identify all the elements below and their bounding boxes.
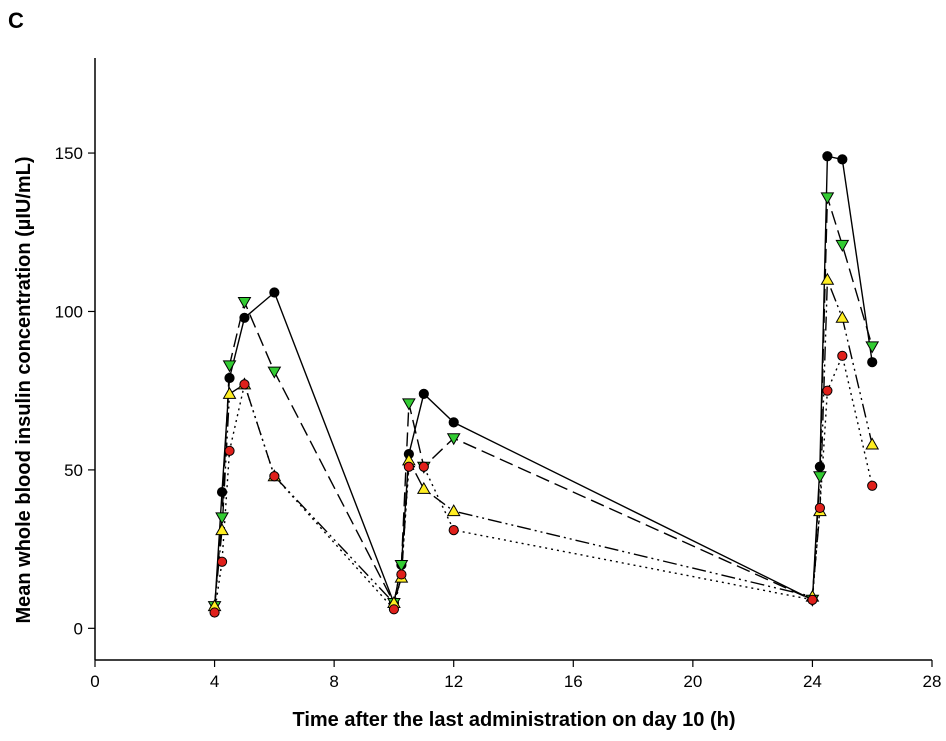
data-point-series-4 (867, 480, 878, 491)
data-point-series-4 (807, 594, 818, 605)
data-point-series-2 (813, 471, 827, 484)
data-point-series-1 (448, 417, 459, 428)
series-lines (213, 155, 873, 613)
data-point-series-3 (416, 481, 431, 494)
data-point-series-1 (867, 357, 878, 368)
data-point-series-1 (269, 287, 280, 298)
x-tick-label: 20 (683, 672, 702, 691)
data-point-series-4 (822, 385, 833, 396)
data-point-series-3 (835, 310, 850, 323)
series-line-3 (213, 279, 873, 607)
data-point-series-1 (224, 372, 235, 384)
data-point-series-2 (237, 296, 252, 309)
data-point-series-1 (239, 312, 250, 323)
data-point-series-4 (216, 556, 228, 567)
series-markers (207, 151, 880, 618)
data-point-series-2 (267, 366, 282, 379)
data-point-series-1 (814, 461, 826, 472)
data-point-series-4 (418, 461, 429, 472)
data-point-series-4 (388, 604, 400, 615)
data-point-series-4 (403, 461, 414, 472)
data-point-series-3 (446, 504, 461, 517)
data-point-series-4 (448, 524, 459, 536)
data-point-series-4 (209, 607, 220, 618)
data-point-series-4 (239, 379, 250, 390)
data-point-series-3 (222, 386, 237, 399)
data-point-series-2 (394, 559, 409, 572)
x-tick-label: 12 (444, 672, 463, 691)
axes (94, 58, 932, 661)
x-tick-label: 4 (210, 672, 219, 691)
x-tick-label: 28 (923, 672, 942, 691)
data-point-series-2 (222, 360, 237, 373)
data-point-series-4 (269, 471, 280, 482)
x-tick-label: 0 (90, 672, 99, 691)
y-tick-label: 0 (74, 619, 83, 638)
y-tick-label: 50 (64, 461, 83, 480)
data-point-series-2 (402, 398, 416, 411)
y-tick-label: 100 (55, 302, 83, 321)
data-point-series-3 (865, 437, 880, 450)
data-point-series-2 (835, 239, 850, 252)
data-point-series-2 (865, 341, 880, 354)
data-point-series-4 (814, 502, 826, 514)
x-tick-label: 8 (329, 672, 338, 691)
x-axis-title: Time after the last administration on da… (292, 709, 735, 731)
data-point-series-2 (820, 192, 835, 205)
data-point-series-1 (837, 154, 848, 165)
data-point-series-1 (822, 151, 833, 162)
data-point-series-3 (215, 523, 229, 536)
data-point-series-1 (216, 486, 228, 498)
panel-label: C (8, 8, 24, 33)
y-tick-label: 150 (55, 144, 83, 163)
y-axis-title: Mean whole blood insulin concentration (… (13, 156, 35, 623)
ticks: 0 4 8 12 16 20 24 28 0 50 100 150 (55, 144, 942, 691)
data-point-series-2 (446, 433, 461, 446)
data-point-series-4 (396, 569, 407, 580)
data-point-series-1 (418, 388, 429, 399)
data-point-series-2 (215, 512, 229, 525)
x-tick-label: 16 (564, 672, 583, 691)
data-point-series-4 (224, 445, 235, 456)
series-line-2 (213, 197, 873, 607)
data-point-series-4 (837, 350, 848, 361)
x-tick-label: 24 (803, 672, 822, 691)
data-point-series-3 (820, 272, 835, 285)
series-line-1 (213, 155, 873, 610)
